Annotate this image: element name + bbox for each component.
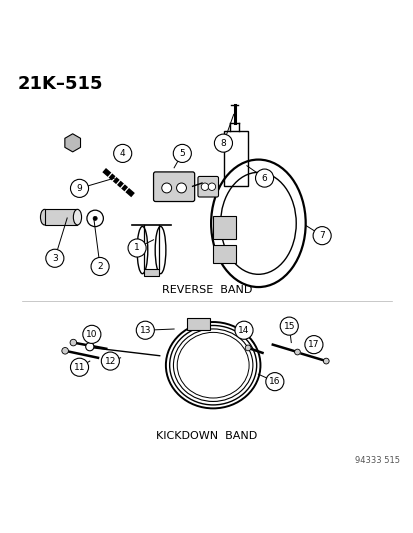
Ellipse shape [40, 209, 49, 225]
Circle shape [255, 169, 273, 187]
Circle shape [62, 348, 68, 354]
Circle shape [323, 358, 328, 364]
Ellipse shape [73, 209, 81, 225]
Text: 7: 7 [318, 231, 324, 240]
Text: 15: 15 [283, 321, 294, 330]
Bar [212, 245, 235, 263]
Bar [187, 318, 210, 330]
Circle shape [70, 340, 76, 346]
Circle shape [87, 210, 103, 227]
Text: 6: 6 [261, 174, 267, 183]
Text: 14: 14 [238, 326, 249, 335]
Text: 10: 10 [86, 330, 97, 339]
Circle shape [176, 183, 186, 193]
FancyBboxPatch shape [197, 176, 218, 197]
Circle shape [244, 345, 250, 351]
Circle shape [280, 317, 298, 335]
Text: 94333 515: 94333 515 [354, 456, 399, 465]
Bar [45, 209, 77, 225]
Text: 8: 8 [220, 139, 226, 148]
Circle shape [85, 343, 94, 351]
Circle shape [265, 373, 283, 391]
Text: 5: 5 [179, 149, 185, 158]
Text: KICKDOWN  BAND: KICKDOWN BAND [156, 431, 257, 441]
Circle shape [70, 358, 88, 376]
Circle shape [101, 352, 119, 370]
Text: 1: 1 [134, 244, 140, 253]
Ellipse shape [220, 172, 296, 274]
Circle shape [83, 325, 101, 343]
FancyBboxPatch shape [153, 172, 194, 201]
Circle shape [46, 249, 64, 268]
Circle shape [294, 349, 299, 355]
Circle shape [91, 257, 109, 276]
Circle shape [201, 183, 208, 190]
Bar [224, 131, 247, 187]
Circle shape [312, 227, 330, 245]
Circle shape [235, 321, 252, 340]
Circle shape [114, 144, 131, 163]
Text: 16: 16 [268, 377, 280, 386]
Text: 17: 17 [307, 340, 319, 349]
Circle shape [214, 134, 232, 152]
Polygon shape [65, 134, 81, 152]
Circle shape [173, 144, 191, 163]
Text: REVERSE  BAND: REVERSE BAND [161, 285, 252, 295]
Circle shape [128, 239, 146, 257]
Circle shape [208, 183, 215, 190]
Text: 13: 13 [139, 326, 151, 335]
Text: 21K–515: 21K–515 [18, 75, 103, 93]
Text: 2: 2 [97, 262, 103, 271]
Circle shape [93, 216, 97, 221]
Circle shape [161, 183, 171, 193]
Text: 3: 3 [52, 254, 57, 263]
Bar [144, 269, 159, 276]
Circle shape [304, 336, 322, 354]
Text: 11: 11 [74, 363, 85, 372]
Bar [212, 215, 235, 239]
Circle shape [70, 179, 88, 197]
Text: 4: 4 [120, 149, 125, 158]
Text: 12: 12 [104, 357, 116, 366]
Text: 9: 9 [76, 184, 82, 193]
Circle shape [136, 321, 154, 340]
